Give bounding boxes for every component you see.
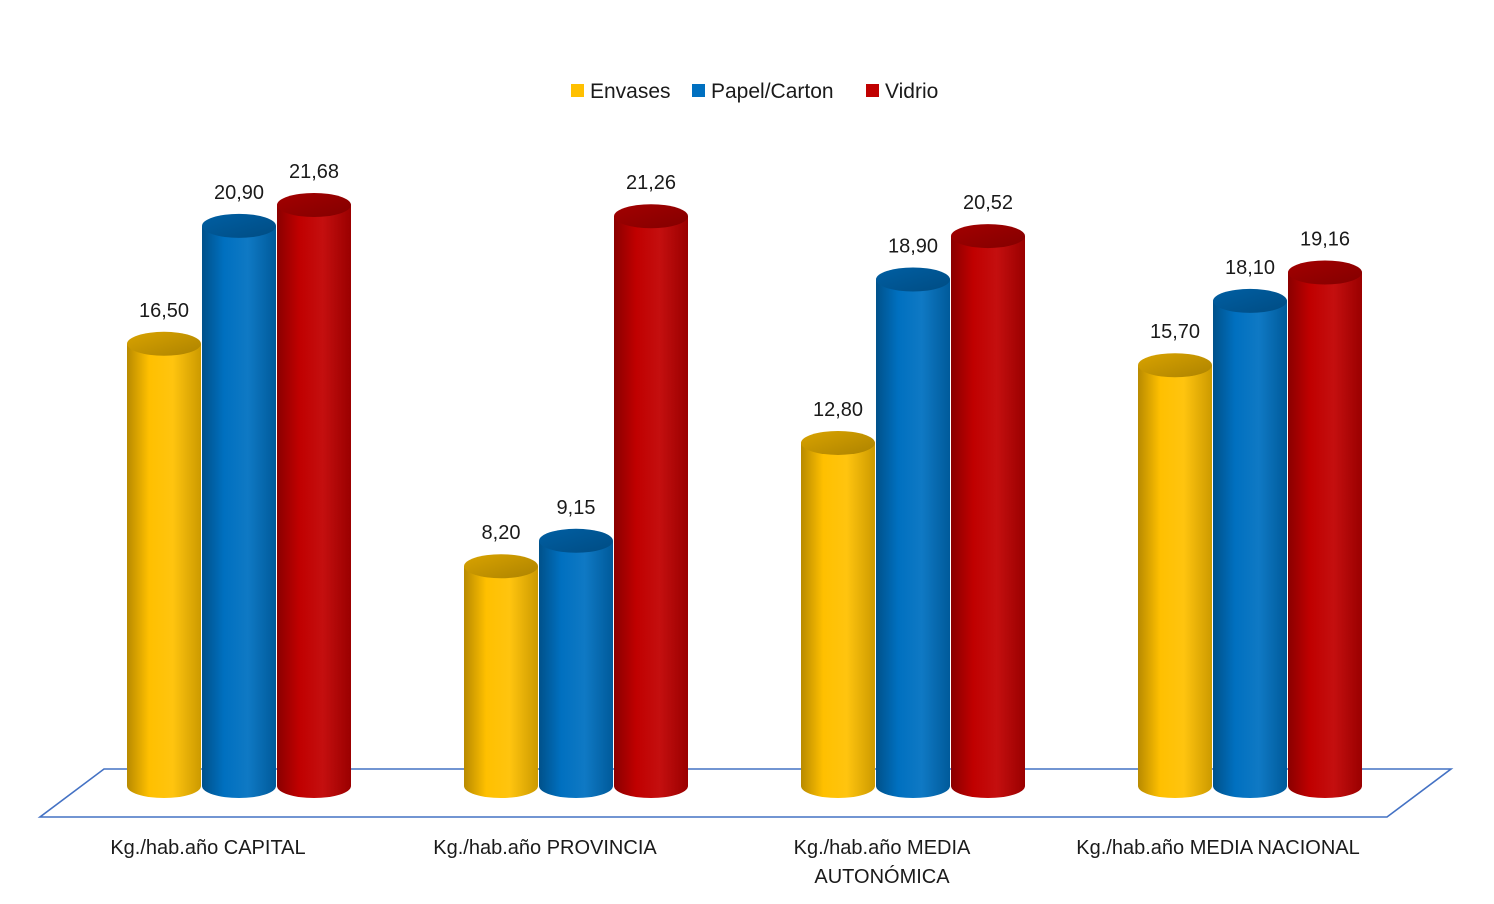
bar-body [1213,300,1287,798]
bar-papel-carton-1 [202,213,276,798]
bar-vidrio-2 [614,204,688,798]
bar-envases-3 [801,430,875,798]
data-label: 12,80 [813,399,863,421]
bar-top [539,528,613,553]
bar-vidrio-1 [277,192,351,798]
data-label: 21,26 [626,172,676,194]
chart-legend: Envases Papel/Carton Vidrio [571,80,938,103]
data-label: 8,20 [482,522,521,544]
bar-body [1138,365,1212,798]
bar-papel-carton-2 [539,528,613,798]
bar-envases-2 [464,554,538,798]
data-label: 18,10 [1225,257,1275,279]
bar-body [1288,272,1362,799]
bar-body [876,279,950,799]
bar-body [614,216,688,798]
data-label: 18,90 [888,235,938,257]
legend-swatch [866,84,879,97]
bar-top [951,224,1025,249]
value-labels-group: 16,50 20,90 21,68 8,20 9,15 21,26 12,80 18,90 20… [139,161,1350,544]
bar-body [539,540,613,798]
bar-body [127,343,201,798]
legend-item-envases: Envases [571,80,671,103]
bar-body [464,566,538,798]
bar-papel-carton-3 [876,267,950,799]
bar-envases-4 [1138,353,1212,798]
category-label: Kg./hab.año MEDIA NACIONAL [1076,837,1359,859]
data-label: 16,50 [139,300,189,322]
bar-top [876,267,950,292]
data-label: 9,15 [557,497,596,519]
bar-top [614,204,688,229]
category-label: Kg./hab.año PROVINCIA [433,837,657,859]
bar-top [464,554,538,579]
bar-body [801,442,875,798]
data-label: 19,16 [1300,229,1350,251]
bar-vidrio-4 [1288,260,1362,799]
legend-label: Envases [590,80,671,103]
legend-swatch [692,84,705,97]
bar-papel-carton-4 [1213,288,1287,798]
data-label: 21,68 [289,161,339,183]
bar-body [951,236,1025,799]
bar-top [1213,288,1287,313]
bar-top [202,213,276,238]
bar-top [127,331,201,356]
legend-item-vidrio: Vidrio [866,80,938,103]
category-label: Kg./hab.año MEDIA AUTONÓMICA [794,837,971,888]
bar-vidrio-3 [951,224,1025,799]
bars-group [127,192,1362,799]
legend-label: Vidrio [885,80,938,103]
bar-envases-1 [127,331,201,798]
bar-top [801,430,875,455]
bar-top [277,192,351,217]
legend-swatch [571,84,584,97]
bar-top [1288,260,1362,285]
data-label: 15,70 [1150,321,1200,343]
bar-body [277,204,351,798]
data-label: 20,90 [214,182,264,204]
bar-body [202,225,276,798]
legend-label: Papel/Carton [711,80,834,103]
legend-item-papel-carton: Papel/Carton [692,80,834,103]
data-label: 20,52 [963,192,1013,214]
category-labels-group: Kg./hab.año CAPITAL Kg./hab.año PROVINCIA… [110,837,1359,888]
category-label: Kg./hab.año CAPITAL [110,837,305,859]
bar-top [1138,353,1212,378]
